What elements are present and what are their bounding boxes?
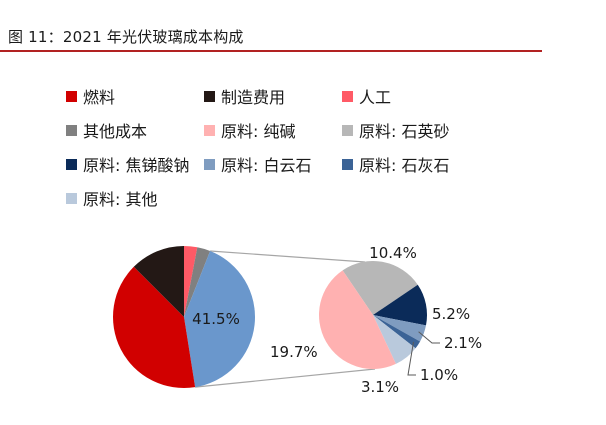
legend-label: 制造费用 (221, 88, 286, 107)
sub-pie-data-label: 1.0% (420, 366, 458, 384)
legend-label: 人工 (359, 88, 392, 107)
main-pie-slice (184, 247, 211, 317)
chart-legend: 燃料 制造费用 人工其他成本 原料: 纯碱 原料: 石英砂原料: 焦锑酸钠 原料: 白云石… (66, 84, 449, 210)
main-pie-data-label: 41.5% (192, 310, 240, 328)
sub-pie-slice (373, 315, 426, 342)
legend-item: 原料: 纯碱 (204, 118, 295, 142)
legend-label: 原料: 白云石 (221, 156, 312, 175)
legend-item: 原料: 焦锑酸钠 (66, 152, 189, 176)
legend-swatch (204, 124, 215, 136)
legend-label: 原料: 纯碱 (221, 122, 296, 141)
sub-pie-slice (373, 315, 416, 364)
sub-pie-data-label: 19.7% (270, 343, 318, 361)
sub-pie-slice (373, 315, 421, 349)
legend-item: 原料: 石英砂 (342, 118, 449, 142)
main-pie-slice (184, 250, 256, 388)
legend-label: 原料: 石灰石 (359, 156, 450, 175)
legend-label: 原料: 焦锑酸钠 (83, 156, 190, 175)
title-divider (0, 50, 542, 52)
legend-swatch (204, 90, 215, 102)
legend-label: 燃料 (83, 88, 116, 107)
legend-item: 原料: 石灰石 (342, 152, 449, 176)
sub-pie-slice (318, 270, 396, 370)
main-pie-slice (113, 266, 196, 389)
legend-item: 其他成本 (66, 118, 147, 142)
main-pie-slice (133, 246, 184, 317)
legend-swatch (342, 158, 353, 170)
legend-item: 原料: 其他 (66, 186, 157, 210)
sub-pie-slice (342, 260, 418, 315)
legend-item: 燃料 (66, 84, 115, 108)
legend-label: 原料: 石英砂 (359, 122, 450, 141)
legend-label: 原料: 其他 (83, 190, 158, 209)
leader-line (407, 341, 416, 376)
legend-swatch (342, 124, 353, 136)
legend-swatch (66, 90, 77, 102)
legend-item: 制造费用 (204, 84, 285, 108)
legend-swatch (342, 90, 353, 102)
sub-pie-data-label: 10.4% (369, 244, 417, 262)
connector-line-top (210, 250, 366, 263)
legend-swatch (204, 158, 215, 170)
legend-swatch (66, 192, 77, 204)
legend-item: 原料: 白云石 (204, 152, 311, 176)
sub-pie-data-label: 2.1% (444, 334, 482, 352)
figure-title: 图 11：2021 年光伏玻璃成本构成 (8, 28, 244, 46)
sub-pie-data-label: 3.1% (361, 378, 399, 396)
sub-pie-slice (373, 284, 428, 326)
sub-pie-data-label: 5.2% (432, 305, 470, 323)
legend-swatch (66, 158, 77, 170)
legend-swatch (66, 124, 77, 136)
legend-label: 其他成本 (83, 122, 148, 141)
legend-item: 人工 (342, 84, 391, 108)
main-pie-slice (184, 246, 198, 317)
leader-line (418, 331, 440, 344)
connector-line-bottom (195, 368, 376, 388)
